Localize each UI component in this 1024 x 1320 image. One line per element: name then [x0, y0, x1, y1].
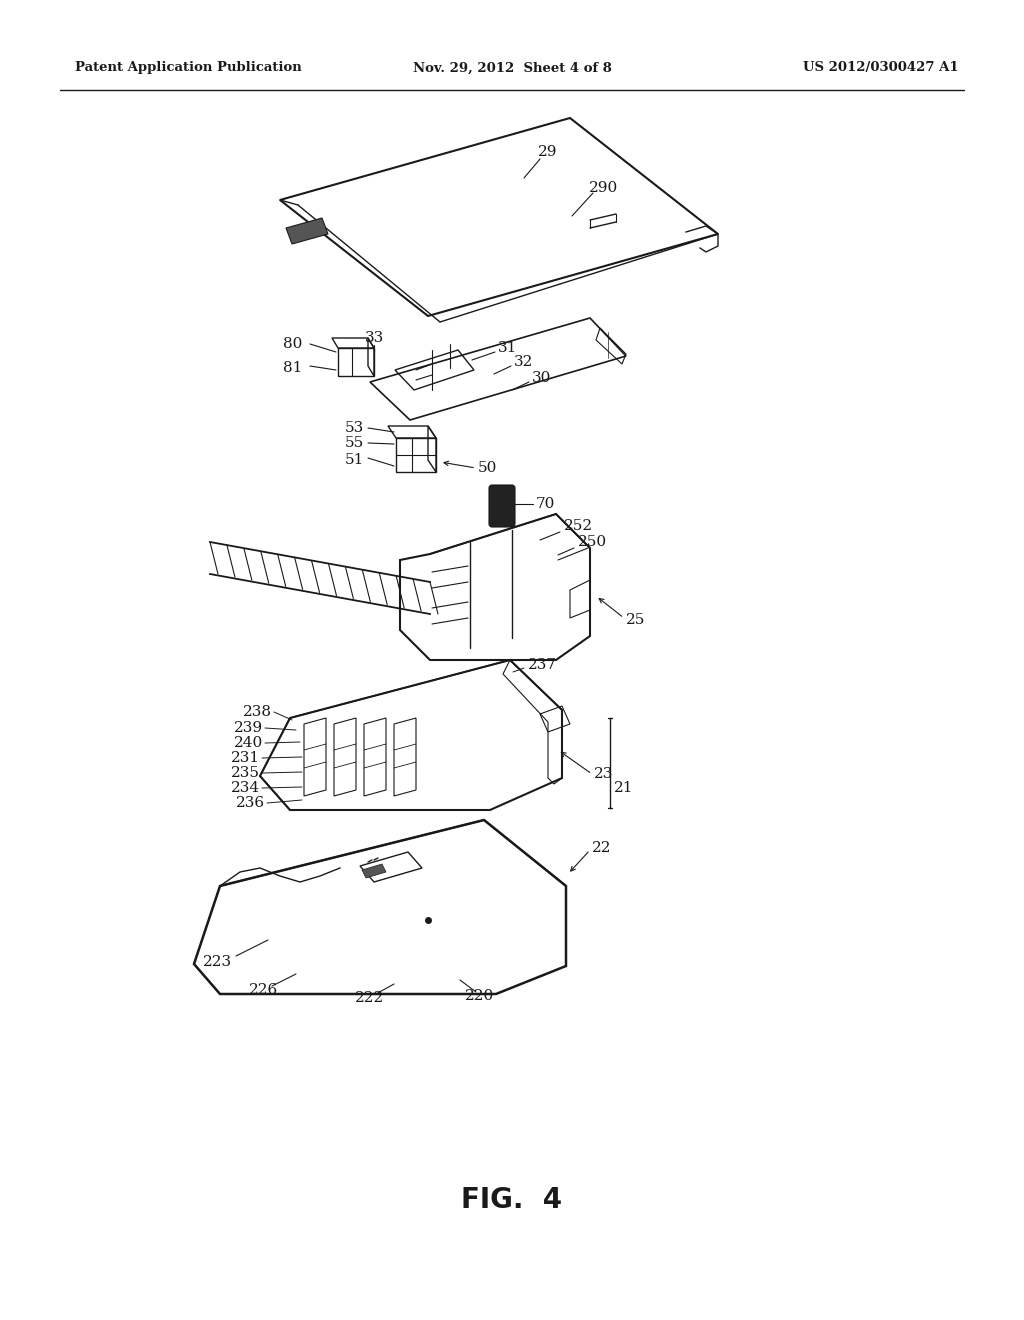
Text: 51: 51: [345, 453, 364, 467]
Polygon shape: [362, 865, 386, 878]
Text: 226: 226: [250, 983, 279, 997]
Polygon shape: [286, 218, 328, 244]
Text: 81: 81: [283, 360, 302, 375]
Text: 234: 234: [230, 781, 260, 795]
Text: 30: 30: [532, 371, 551, 385]
Text: 55: 55: [345, 436, 364, 450]
Text: 220: 220: [465, 989, 495, 1003]
Text: 31: 31: [498, 341, 517, 355]
FancyBboxPatch shape: [489, 484, 515, 527]
Text: 53: 53: [345, 421, 364, 436]
Text: 238: 238: [243, 705, 272, 719]
Text: 290: 290: [590, 181, 618, 195]
Text: FIG.  4: FIG. 4: [462, 1185, 562, 1214]
Text: 252: 252: [564, 519, 593, 533]
Text: US 2012/0300427 A1: US 2012/0300427 A1: [804, 62, 959, 74]
Text: 231: 231: [230, 751, 260, 766]
Text: 237: 237: [528, 657, 557, 672]
Text: 22: 22: [592, 841, 611, 855]
Text: 70: 70: [536, 498, 555, 511]
Text: 21: 21: [614, 781, 634, 795]
Text: 25: 25: [626, 612, 645, 627]
Text: 223: 223: [203, 954, 232, 969]
Text: Patent Application Publication: Patent Application Publication: [75, 62, 302, 74]
Text: 222: 222: [355, 991, 385, 1005]
Text: 240: 240: [233, 737, 263, 750]
Text: 50: 50: [478, 461, 498, 475]
Text: 236: 236: [236, 796, 265, 810]
Text: Nov. 29, 2012  Sheet 4 of 8: Nov. 29, 2012 Sheet 4 of 8: [413, 62, 611, 74]
Text: 23: 23: [594, 767, 613, 781]
Text: 29: 29: [539, 145, 558, 158]
Text: 80: 80: [283, 337, 302, 351]
Text: 239: 239: [233, 721, 263, 735]
Text: 235: 235: [231, 766, 260, 780]
Text: 33: 33: [365, 331, 384, 345]
Text: 250: 250: [578, 535, 607, 549]
Text: 32: 32: [514, 355, 534, 370]
